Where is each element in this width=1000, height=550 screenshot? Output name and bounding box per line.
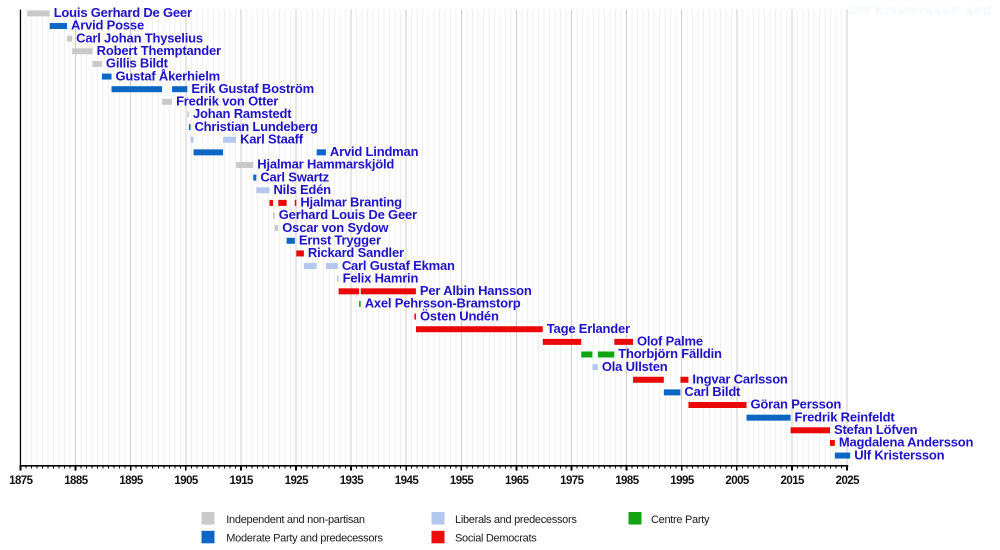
svg-text:Louis Gerhard De Geer: Louis Gerhard De Geer [54, 5, 192, 20]
svg-text:Centre Party: Centre Party [651, 514, 710, 526]
svg-text:Carl Gustaf Ekman: Carl Gustaf Ekman [342, 258, 455, 273]
svg-text:Arvid Posse: Arvid Posse [71, 18, 144, 33]
svg-text:Carl Swartz: Carl Swartz [260, 169, 329, 184]
svg-text:2015: 2015 [781, 475, 806, 487]
svg-text:Carl Johan Thyselius: Carl Johan Thyselius [76, 30, 203, 45]
svg-text:Hjalmar Hammarskjöld: Hjalmar Hammarskjöld [257, 157, 394, 172]
svg-text:Independent and non-partisan: Independent and non-partisan [226, 514, 365, 526]
svg-text:1875: 1875 [9, 475, 34, 487]
svg-text:Robert Themptander: Robert Themptander [97, 43, 221, 58]
svg-text:Gillis Bildt: Gillis Bildt [106, 56, 169, 71]
svg-text:2005: 2005 [725, 475, 750, 487]
svg-text:1985: 1985 [615, 475, 640, 487]
svg-text:Thorbjörn Fälldin: Thorbjörn Fälldin [618, 346, 722, 361]
svg-text:Fredrik von Otter: Fredrik von Otter [176, 94, 278, 109]
svg-text:Ulf Kristersson: Ulf Kristersson [854, 447, 944, 462]
svg-text:1965: 1965 [505, 475, 530, 487]
svg-text:1895: 1895 [119, 475, 144, 487]
svg-text:Arvid Lindman: Arvid Lindman [330, 144, 419, 159]
svg-text:Gerhard Louis De Geer: Gerhard Louis De Geer [279, 207, 417, 222]
svg-text:Ola Ullsten: Ola Ullsten [602, 359, 668, 374]
svg-text:Per Albin Hansson: Per Albin Hansson [420, 283, 532, 298]
svg-text:1945: 1945 [395, 475, 420, 487]
svg-text:Ulf Kristersson and: Ulf Kristersson and [849, 3, 993, 18]
svg-text:Oscar von Sydow: Oscar von Sydow [282, 220, 389, 235]
svg-text:1955: 1955 [450, 475, 475, 487]
svg-text:Karl Staaff: Karl Staaff [240, 131, 304, 146]
svg-text:Carl Bildt: Carl Bildt [684, 384, 741, 399]
svg-text:Fredrik Reinfeldt: Fredrik Reinfeldt [795, 409, 896, 424]
svg-text:Stefan Löfven: Stefan Löfven [834, 422, 918, 437]
svg-text:1905: 1905 [174, 475, 199, 487]
svg-text:Ernst Trygger: Ernst Trygger [299, 232, 381, 247]
svg-text:1885: 1885 [64, 475, 89, 487]
svg-text:1995: 1995 [670, 475, 695, 487]
svg-text:Christian Lundeberg: Christian Lundeberg [194, 119, 318, 134]
svg-text:Johan Ramstedt: Johan Ramstedt [193, 106, 292, 121]
svg-text:Rickard Sandler: Rickard Sandler [308, 245, 404, 260]
svg-text:Gustaf Åkerhielm: Gustaf Åkerhielm [116, 68, 220, 83]
svg-text:Olof Palme: Olof Palme [637, 334, 703, 349]
svg-text:Social Democrats: Social Democrats [455, 533, 537, 545]
svg-text:Hjalmar Branting: Hjalmar Branting [300, 195, 402, 210]
svg-text:1975: 1975 [560, 475, 585, 487]
svg-text:Tage Erlander: Tage Erlander [547, 321, 630, 336]
svg-text:Moderate Party and predecessor: Moderate Party and predecessors [226, 533, 383, 545]
svg-text:Magdalena Andersson: Magdalena Andersson [839, 435, 974, 450]
svg-text:Göran Persson: Göran Persson [751, 397, 842, 412]
svg-text:Erik Gustaf Boström: Erik Gustaf Boström [191, 81, 314, 96]
svg-text:Ingvar Carlsson: Ingvar Carlsson [692, 371, 788, 386]
svg-text:1925: 1925 [285, 475, 310, 487]
svg-text:Liberals and predecessors: Liberals and predecessors [455, 514, 577, 526]
svg-text:Felix Hamrin: Felix Hamrin [343, 270, 419, 285]
svg-text:1935: 1935 [340, 475, 365, 487]
svg-text:Östen Undén: Östen Undén [420, 308, 499, 323]
svg-text:Axel Pehrsson-Bramstorp: Axel Pehrsson-Bramstorp [365, 296, 521, 311]
svg-text:1915: 1915 [230, 475, 255, 487]
svg-text:2025: 2025 [836, 475, 861, 487]
svg-text:Nils Edén: Nils Edén [273, 182, 331, 197]
